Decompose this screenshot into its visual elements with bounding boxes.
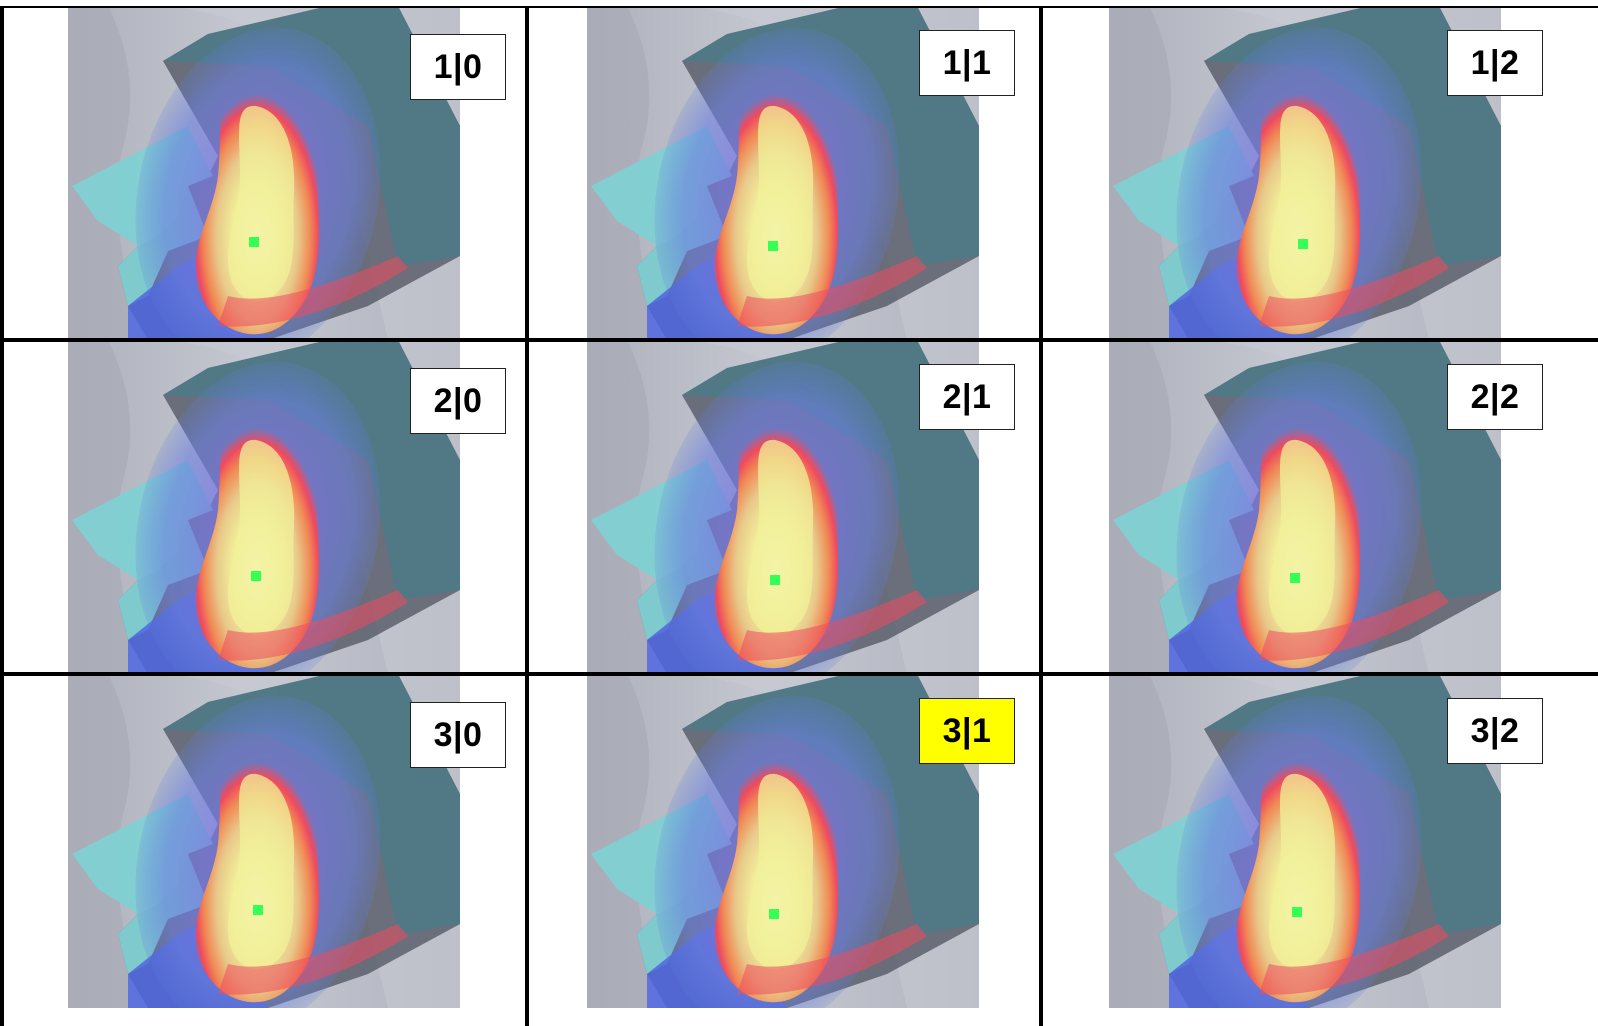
image-panel: 3|2 bbox=[1041, 674, 1598, 1026]
left-border bbox=[0, 6, 4, 1026]
heatmap-image bbox=[587, 674, 979, 1008]
image-panel: 3|0 bbox=[0, 674, 527, 1026]
heatmap-image bbox=[68, 674, 460, 1008]
target-marker bbox=[770, 575, 780, 585]
heatmap-scene bbox=[587, 340, 979, 674]
image-panel: 2|2 bbox=[1041, 340, 1598, 674]
heatmap-image bbox=[1109, 6, 1501, 340]
panel-label: 2|1 bbox=[919, 364, 1015, 430]
image-panel: 2|1 bbox=[527, 340, 1041, 674]
panel-label: 2|0 bbox=[410, 368, 506, 434]
panel-label: 1|2 bbox=[1447, 30, 1543, 96]
panel-label: 3|2 bbox=[1447, 698, 1543, 764]
target-marker bbox=[253, 905, 263, 915]
target-marker bbox=[769, 909, 779, 919]
column-divider bbox=[1039, 6, 1043, 1026]
target-marker bbox=[1292, 907, 1302, 917]
image-panel: 3|1 bbox=[527, 674, 1041, 1026]
target-marker bbox=[1298, 239, 1308, 249]
heatmap-scene bbox=[1109, 340, 1501, 674]
image-panel: 1|0 bbox=[0, 6, 527, 340]
heatmap-scene bbox=[587, 674, 979, 1008]
heatmap-scene bbox=[1109, 674, 1501, 1008]
heatmap-scene bbox=[68, 674, 460, 1008]
heatmap-scene bbox=[587, 6, 979, 340]
image-panel: 1|1 bbox=[527, 6, 1041, 340]
target-marker bbox=[768, 241, 778, 251]
target-marker bbox=[251, 571, 261, 581]
panel-label: 2|2 bbox=[1447, 364, 1543, 430]
column-divider bbox=[525, 6, 529, 1026]
image-panel: 1|2 bbox=[1041, 6, 1598, 340]
image-panel: 2|0 bbox=[0, 340, 527, 674]
target-marker bbox=[249, 237, 259, 247]
heatmap-image bbox=[1109, 340, 1501, 674]
heatmap-image bbox=[68, 6, 460, 340]
heatmap-image bbox=[587, 340, 979, 674]
heatmap-scene bbox=[1109, 6, 1501, 340]
heatmap-scene bbox=[68, 340, 460, 674]
target-marker bbox=[1290, 573, 1300, 583]
row-divider bbox=[0, 338, 1598, 342]
row-divider bbox=[0, 672, 1598, 676]
heatmap-image bbox=[68, 340, 460, 674]
heatmap-image bbox=[587, 6, 979, 340]
heatmap-scene bbox=[68, 6, 460, 340]
panel-label: 3|1 bbox=[919, 698, 1015, 764]
panel-label: 1|0 bbox=[410, 34, 506, 100]
panel-label: 1|1 bbox=[919, 30, 1015, 96]
row-divider bbox=[0, 4, 1598, 8]
panel-label: 3|0 bbox=[410, 702, 506, 768]
cropped-title-strip bbox=[0, 0, 1598, 6]
heatmap-image bbox=[1109, 674, 1501, 1008]
